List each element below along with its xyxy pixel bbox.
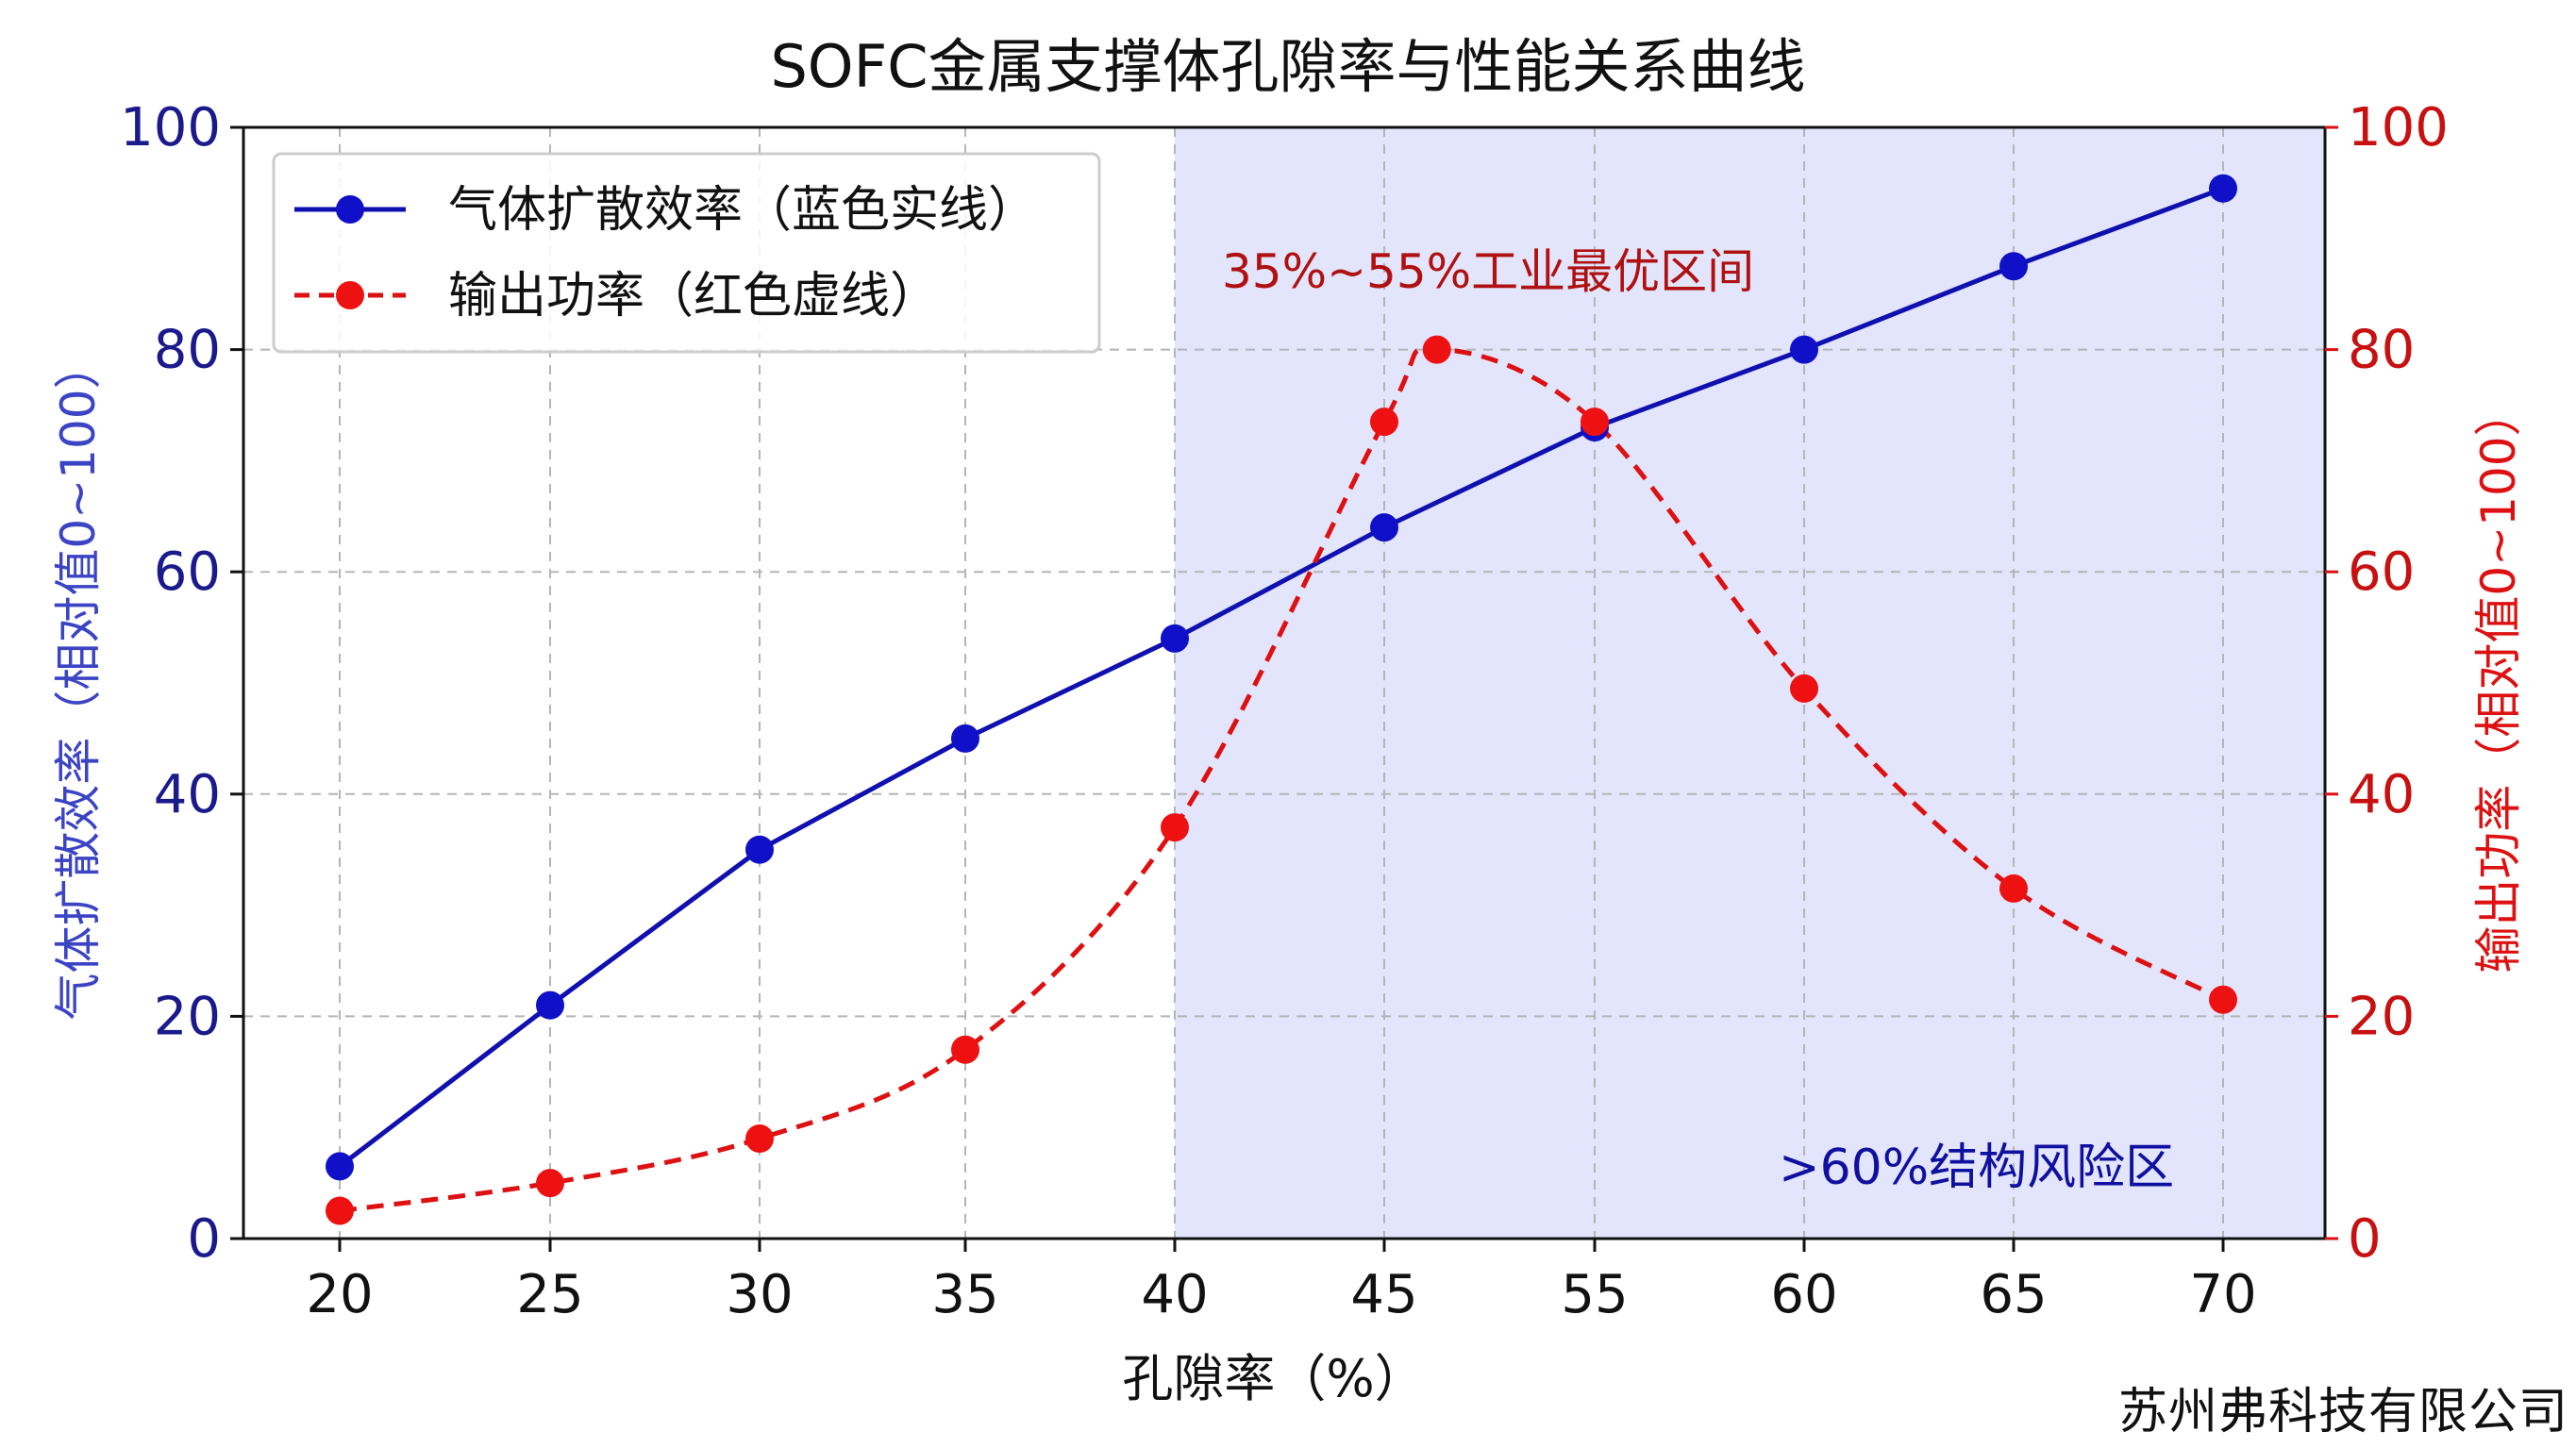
x-tick-label: 30	[726, 1264, 793, 1325]
point-gas-diffusion	[536, 990, 564, 1020]
y-left-tick-label: 80	[154, 320, 221, 381]
x-axis-label: 孔隙率（%）	[1122, 1349, 1425, 1408]
legend-red-marker	[336, 281, 364, 309]
series-line-output-power	[339, 346, 2225, 1214]
point-output-power	[2209, 985, 2237, 1014]
y-left-tick-label: 100	[120, 97, 221, 158]
y-axis-label-left: 气体扩散效率（相对值0~100）	[51, 341, 106, 1020]
point-gas-diffusion	[1790, 335, 1818, 364]
legend-box	[272, 152, 1101, 354]
y-axis-label-right: 输出功率（相对值0~100）	[2471, 389, 2526, 973]
y-right-tick-label: 40	[2348, 764, 2415, 825]
point-output-power	[745, 1123, 774, 1153]
point-gas-diffusion	[1999, 252, 2028, 281]
x-tick-label: 40	[1141, 1264, 1208, 1325]
x-tick-label: 55	[1561, 1264, 1628, 1325]
x-tick-label: 45	[1350, 1264, 1417, 1325]
annotation-optimal-range: 35%~55%工业最优区间	[1222, 244, 1754, 299]
point-gas-diffusion	[326, 1152, 354, 1181]
point-output-power	[1790, 674, 1818, 703]
point-gas-diffusion	[1161, 624, 1189, 653]
legend-blue-marker	[336, 195, 364, 224]
y-right-tick-label: 80	[2348, 320, 2415, 381]
y-right-tick-label: 60	[2348, 541, 2415, 603]
y-left-tick-label: 20	[154, 986, 221, 1047]
point-output-power	[1999, 874, 2028, 903]
x-tick-label: 20	[306, 1264, 373, 1325]
y-right-tick-label: 20	[2348, 986, 2415, 1047]
point-gas-diffusion	[1370, 513, 1398, 542]
y-right-tick-label: 0	[2348, 1208, 2382, 1270]
y-left-tick-label: 0	[187, 1208, 221, 1270]
point-output-power	[1161, 813, 1189, 842]
annotation-risk-zone: >60%结构风险区	[1779, 1140, 2174, 1196]
y-left-tick-label: 40	[154, 764, 221, 825]
point-output-power	[1370, 408, 1398, 437]
y-right-tick-label: 100	[2348, 97, 2449, 158]
legend-label-red: 输出功率（红色虚线）	[448, 268, 939, 325]
point-output-power	[536, 1169, 564, 1198]
point-gas-diffusion	[745, 835, 774, 864]
point-output-power	[1422, 335, 1451, 364]
legend-label-blue: 气体扩散效率（蓝色实线）	[448, 182, 1037, 239]
chart-title: SOFC金属支撑体孔隙率与性能关系曲线	[770, 32, 1805, 101]
point-output-power	[326, 1196, 354, 1225]
x-tick-label: 70	[2189, 1264, 2256, 1325]
x-tick-label: 35	[931, 1264, 998, 1325]
plot-frame	[242, 125, 2327, 1240]
x-tick-label: 65	[1980, 1264, 2047, 1325]
company-watermark: 苏州弗科技有限公司	[2117, 1384, 2568, 1440]
y-left-tick-label: 60	[154, 541, 221, 603]
x-tick-label: 60	[1770, 1264, 1837, 1325]
point-gas-diffusion	[951, 724, 979, 753]
point-output-power	[1581, 408, 1609, 437]
point-gas-diffusion	[2209, 174, 2237, 203]
risk-zone-shading	[1175, 127, 2325, 1239]
x-tick-label: 25	[516, 1264, 583, 1325]
point-output-power	[951, 1035, 979, 1064]
series-line-gas-diffusion	[338, 186, 2224, 1169]
legend: 气体扩散效率（蓝色实线） 输出功率（红色虚线）	[272, 152, 1101, 354]
